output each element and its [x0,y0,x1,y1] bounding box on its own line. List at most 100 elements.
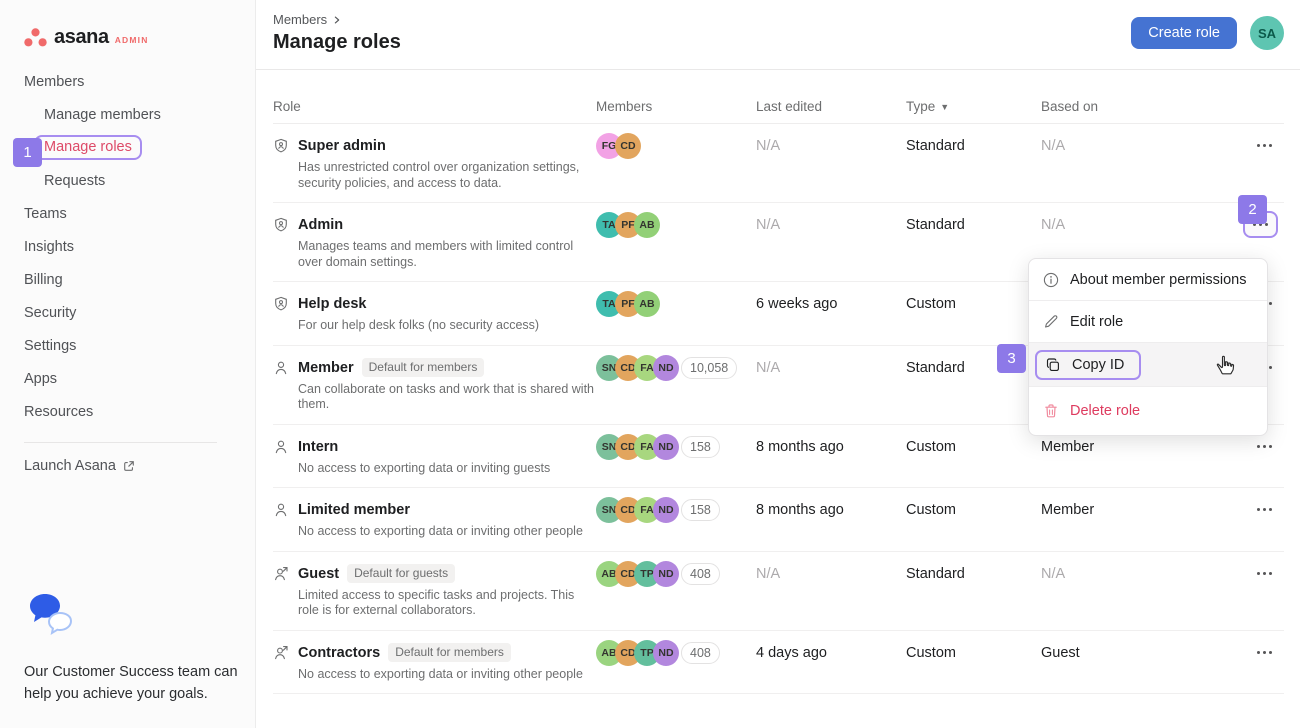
manage-roles-active-label[interactable]: Manage roles [34,135,142,160]
trash-icon [1045,404,1057,418]
row-options-icon[interactable] [1257,144,1272,147]
row-options-icon[interactable] [1257,444,1272,448]
sidebar-nav: Members Manage members Manage roles Requ… [0,65,255,428]
cell-last-edited: 4 days ago [756,644,827,661]
sidebar-item-apps[interactable]: Apps [24,370,58,387]
cell-members: FG CD [596,133,756,159]
table-header-row: Role Members Last edited Type ▼ Based on [273,70,1284,124]
sidebar-item-security[interactable]: Security [24,304,77,321]
sidebar-section-members[interactable]: Members [24,73,85,90]
role-description: Limited access to specific tasks and pro… [298,587,575,618]
breadcrumb[interactable]: Members [273,12,401,27]
pencil-icon [1045,314,1058,328]
sidebar-item-resources[interactable]: Resources [24,403,94,420]
cell-role: Guest Default for guests Limited access … [273,564,596,619]
sidebar-item-launch-asana[interactable]: Launch Asana [0,449,255,482]
role-default-badge: Default for members [361,358,485,377]
sidebar-item-requests[interactable]: Requests [44,172,106,189]
cell-last-edited: N/A [756,565,781,582]
sidebar-item-manage-members[interactable]: Manage members [44,106,161,123]
cell-actions [1231,437,1284,448]
customer-success-help: Our Customer Success team can help you a… [24,588,238,705]
table-row: Limited member No access to exporting da… [273,488,1284,552]
role-description: For our help desk folks (no security acc… [298,318,540,332]
cell-based-on: N/A [1041,138,1066,154]
avatar: AB [634,212,660,238]
cell-last-edited: 8 months ago [756,502,844,518]
sidebar-item-insights[interactable]: Insights [24,238,74,255]
sidebar-item-settings[interactable]: Settings [24,337,77,354]
cell-members: SN CD FA ND 158 [596,497,756,523]
cell-type: Standard [906,138,965,154]
cell-type: Custom [906,438,956,455]
avatar: AB [634,291,660,317]
cell-role: Intern No access to exporting data or in… [273,437,596,477]
row-options-icon[interactable] [1257,508,1272,511]
role-name: Guest [298,565,340,582]
cell-based-on: Guest [1041,644,1080,661]
col-header-type[interactable]: Type ▼ [906,99,950,114]
role-name: Help desk [298,296,367,312]
role-default-badge: Default for members [388,643,511,662]
breadcrumb-members[interactable]: Members [273,12,328,27]
col-header-last-edited: Last edited [756,99,823,114]
avatar: ND [653,433,679,460]
cell-role: Member Default for members Can collabora… [273,358,596,413]
role-name: Super admin [298,138,386,154]
menu-item-about-member-permissions[interactable]: About member permissions [1029,259,1267,301]
row-context-menu: About member permissions Edit role Copy … [1028,258,1268,436]
sidebar: asana ADMIN Members Manage members Manag… [0,0,256,728]
role-description: Has unrestricted control over organizati… [298,160,580,190]
cell-type: Custom [906,296,956,312]
col-header-members: Members [596,99,653,114]
cell-type: Standard [906,359,965,376]
cell-type: Standard [906,565,965,582]
guest-person-icon [275,645,288,659]
table-row: Super admin Has unrestricted control ove… [273,124,1284,203]
avatar: ND [653,354,679,381]
menu-item-edit-role[interactable]: Edit role [1029,301,1267,343]
asana-logo: asana ADMIN [0,0,255,49]
sidebar-item-teams[interactable]: Teams [24,205,67,222]
annotation-step-2: 2 [1238,195,1267,224]
cell-role: Super admin Has unrestricted control ove… [273,136,596,191]
cell-role: Admin Manages teams and members with lim… [273,215,596,270]
cell-last-edited: 8 months ago [756,438,844,455]
shield-person-icon [275,138,287,153]
cell-members: TA PF AB [596,291,756,317]
col-header-role: Role [273,99,301,114]
help-text: Our Customer Success team can help you a… [24,664,238,702]
sidebar-item-billing[interactable]: Billing [24,271,63,288]
external-link-icon [124,460,134,471]
avatar: CD [615,133,641,159]
table-row: Contractors Default for members No acces… [273,631,1284,694]
table-row: Help desk For our help desk folks (no se… [273,282,1284,346]
launch-asana-label: Launch Asana [24,457,116,474]
cell-type: Custom [906,502,956,518]
brand-name: asana [54,26,109,48]
menu-item-copy-id[interactable]: Copy ID [1029,343,1267,387]
cell-actions [1231,643,1284,654]
role-name: Intern [298,438,339,455]
cell-last-edited: N/A [756,359,781,376]
cell-last-edited: N/A [756,138,781,154]
cell-last-edited: N/A [756,217,781,233]
row-options-icon[interactable] [1257,571,1272,575]
copy-icon [1046,357,1059,371]
page-title: Manage roles [273,31,401,53]
row-options-icon[interactable] [1257,650,1272,654]
user-avatar[interactable]: SA [1250,16,1284,50]
create-role-button[interactable]: Create role [1131,17,1237,49]
avatar: ND [653,497,679,523]
cell-role: Contractors Default for members No acces… [273,643,596,683]
cell-type: Standard [906,217,965,233]
cell-last-edited: 6 weeks ago [756,296,838,312]
annotation-step-1: 1 [13,138,42,167]
role-description: No access to exporting data or inviting … [298,524,583,538]
table-row: Member Default for members Can collabora… [273,346,1284,425]
cell-actions [1231,564,1284,575]
cell-actions [1231,136,1284,147]
brand-admin-label: ADMIN [114,35,149,45]
menu-item-delete-role[interactable]: Delete role [1029,387,1267,435]
